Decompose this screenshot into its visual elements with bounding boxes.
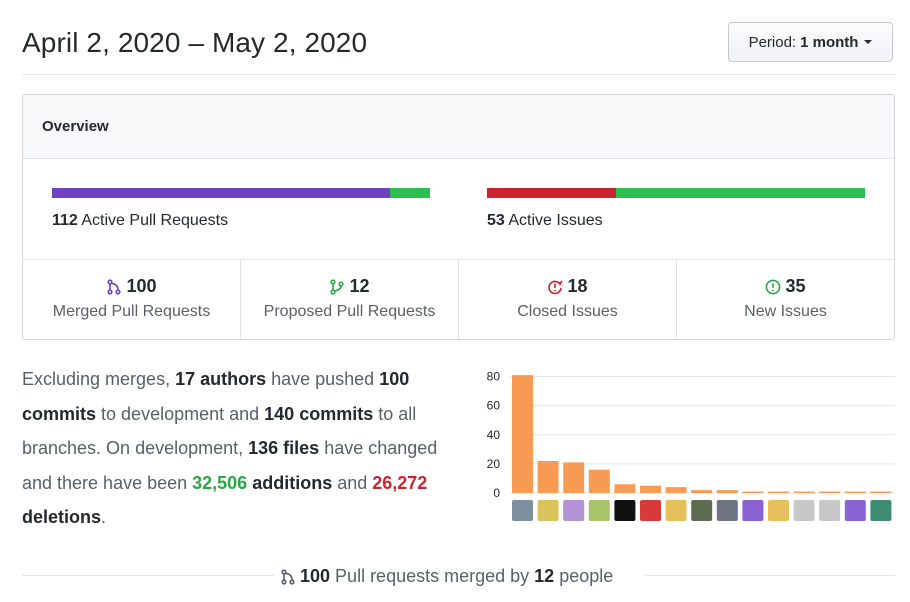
- footer-divider-left: [22, 575, 274, 576]
- contributor-bar[interactable]: [640, 485, 661, 493]
- open-segment: [389, 188, 430, 198]
- closed-issues-label: Closed Issues: [517, 303, 618, 320]
- additions-count: 32,506: [192, 472, 248, 493]
- git-merge-icon: [107, 278, 122, 295]
- merged-segment: [52, 188, 390, 198]
- active-issues-label: Active Issues: [508, 212, 603, 229]
- open-segment: [615, 188, 865, 198]
- contributor-bar[interactable]: [512, 375, 533, 493]
- summary-text: and: [332, 472, 373, 493]
- stat-proposed-pull-requests[interactable]: 12 Proposed Pull Requests: [241, 260, 459, 339]
- contributor-bar[interactable]: [819, 491, 841, 493]
- contributor-avatar[interactable]: [665, 500, 687, 521]
- stat-new-issues[interactable]: 35 New Issues: [677, 260, 894, 339]
- stat-closed-issues[interactable]: 18 Closed Issues: [459, 260, 677, 339]
- additions-label: additions: [247, 472, 333, 493]
- contributor-bar[interactable]: [563, 462, 585, 493]
- contributor-bar[interactable]: [793, 491, 815, 493]
- contributor-avatar[interactable]: [844, 500, 866, 521]
- pull-requests-progress-bar[interactable]: [52, 188, 430, 198]
- contributor-bar[interactable]: [768, 491, 789, 493]
- closed-segment: [487, 188, 616, 198]
- contributor-bar[interactable]: [844, 491, 866, 493]
- y-tick-label: 60: [487, 399, 501, 413]
- footer-merged-count: 100: [300, 566, 331, 586]
- summary-text: .: [101, 507, 107, 527]
- footer-people-count: 12: [534, 566, 555, 586]
- deletions-label: deletions: [22, 507, 102, 527]
- new-issues-value: 35: [785, 276, 806, 296]
- overview-title: Overview: [23, 95, 894, 159]
- stat-merged-pull-requests[interactable]: 100 Merged Pull Requests: [23, 260, 241, 339]
- issues-progress-bar[interactable]: [487, 188, 865, 198]
- contributor-avatar[interactable]: [563, 500, 585, 521]
- contributor-bar[interactable]: [665, 487, 687, 493]
- y-tick-label: 20: [487, 457, 501, 471]
- y-tick-label: 80: [487, 370, 501, 384]
- merged-pull-requests-label: Merged Pull Requests: [52, 303, 211, 320]
- contributor-bar[interactable]: [588, 469, 610, 493]
- git-pull-request-icon: [330, 278, 345, 295]
- period-select-button[interactable]: Period: 1 month: [728, 22, 893, 62]
- git-merge-icon: [281, 568, 295, 585]
- active-pull-requests-link[interactable]: 112 Active Pull Requests: [52, 212, 228, 230]
- activity-bars: 112 Active Pull Requests 53 Active Issue…: [23, 159, 894, 260]
- new-issues-label: New Issues: [744, 303, 827, 320]
- footer-text: Pull requests merged by: [330, 566, 535, 586]
- contributor-avatar[interactable]: [640, 500, 661, 521]
- contributor-avatar[interactable]: [768, 500, 789, 521]
- active-pull-requests-label: Active Pull Requests: [81, 212, 229, 229]
- contributor-bar[interactable]: [716, 490, 738, 493]
- contributor-avatar[interactable]: [742, 500, 764, 521]
- footer-divider-right: [645, 575, 895, 576]
- commit-summary: Excluding merges, 17 authors have pushed…: [22, 362, 462, 535]
- y-tick-label: 0: [493, 486, 500, 500]
- contributor-avatar[interactable]: [691, 500, 713, 521]
- contributor-bar[interactable]: [614, 484, 636, 493]
- period-prefix: Period:: [748, 33, 797, 51]
- files-changed-count: 136 files: [248, 438, 320, 458]
- authors-count: 17 authors: [175, 369, 267, 389]
- period-value: 1 month: [800, 33, 859, 51]
- active-issues-count: 53: [487, 212, 505, 229]
- summary-text: Excluding merges,: [22, 369, 176, 389]
- contributor-bar[interactable]: [870, 491, 892, 493]
- closed-issues-value: 18: [567, 276, 588, 296]
- merged-pull-requests-summary: 100 Pull requests merged by 12 people: [280, 566, 613, 587]
- all-branches-commits-count: 140 commits: [264, 403, 374, 424]
- proposed-pull-requests-label: Proposed Pull Requests: [263, 303, 436, 320]
- summary-text: have pushed: [266, 369, 380, 389]
- contributor-avatar[interactable]: [793, 500, 815, 521]
- summary-text: to development and: [96, 403, 265, 424]
- summary-text: to all branches. On development,: [22, 403, 417, 459]
- active-issues-link[interactable]: 53 Active Issues: [487, 212, 603, 230]
- contributor-avatar[interactable]: [614, 500, 636, 521]
- development-commits-count: 100 commits: [22, 369, 410, 424]
- stats-row: 100 Merged Pull Requests 12 Proposed Pul…: [23, 260, 894, 339]
- issue-opened-icon: [766, 279, 781, 294]
- deletions-count: 26,272: [372, 472, 428, 493]
- contributor-bar[interactable]: [691, 490, 713, 493]
- issue-closed-icon: [548, 280, 564, 294]
- header-divider: [22, 74, 895, 75]
- y-tick-label: 40: [487, 428, 501, 442]
- contributor-avatar[interactable]: [537, 500, 559, 521]
- caret-down-icon: [864, 40, 873, 44]
- contributor-bar[interactable]: [537, 460, 559, 493]
- contributor-avatar[interactable]: [512, 500, 533, 521]
- contributor-bar[interactable]: [742, 491, 764, 493]
- contributor-avatar[interactable]: [716, 500, 738, 521]
- contributors-bar-chart: 0 20 40 60 80: [487, 370, 895, 521]
- summary-text: have changed and there have been: [22, 438, 438, 493]
- footer-text: people: [554, 566, 614, 586]
- merged-pull-requests-value: 100: [126, 276, 157, 296]
- proposed-pull-requests-value: 12: [349, 276, 370, 296]
- contributor-avatar[interactable]: [819, 500, 841, 521]
- page-title: April 2, 2020 – May 2, 2020: [22, 27, 368, 58]
- contributor-avatar[interactable]: [870, 500, 892, 521]
- overview-panel: Overview 112 Active Pull Requests 53 Act…: [22, 94, 895, 340]
- active-pull-requests-count: 112: [52, 212, 78, 229]
- contributor-avatar[interactable]: [588, 500, 610, 521]
